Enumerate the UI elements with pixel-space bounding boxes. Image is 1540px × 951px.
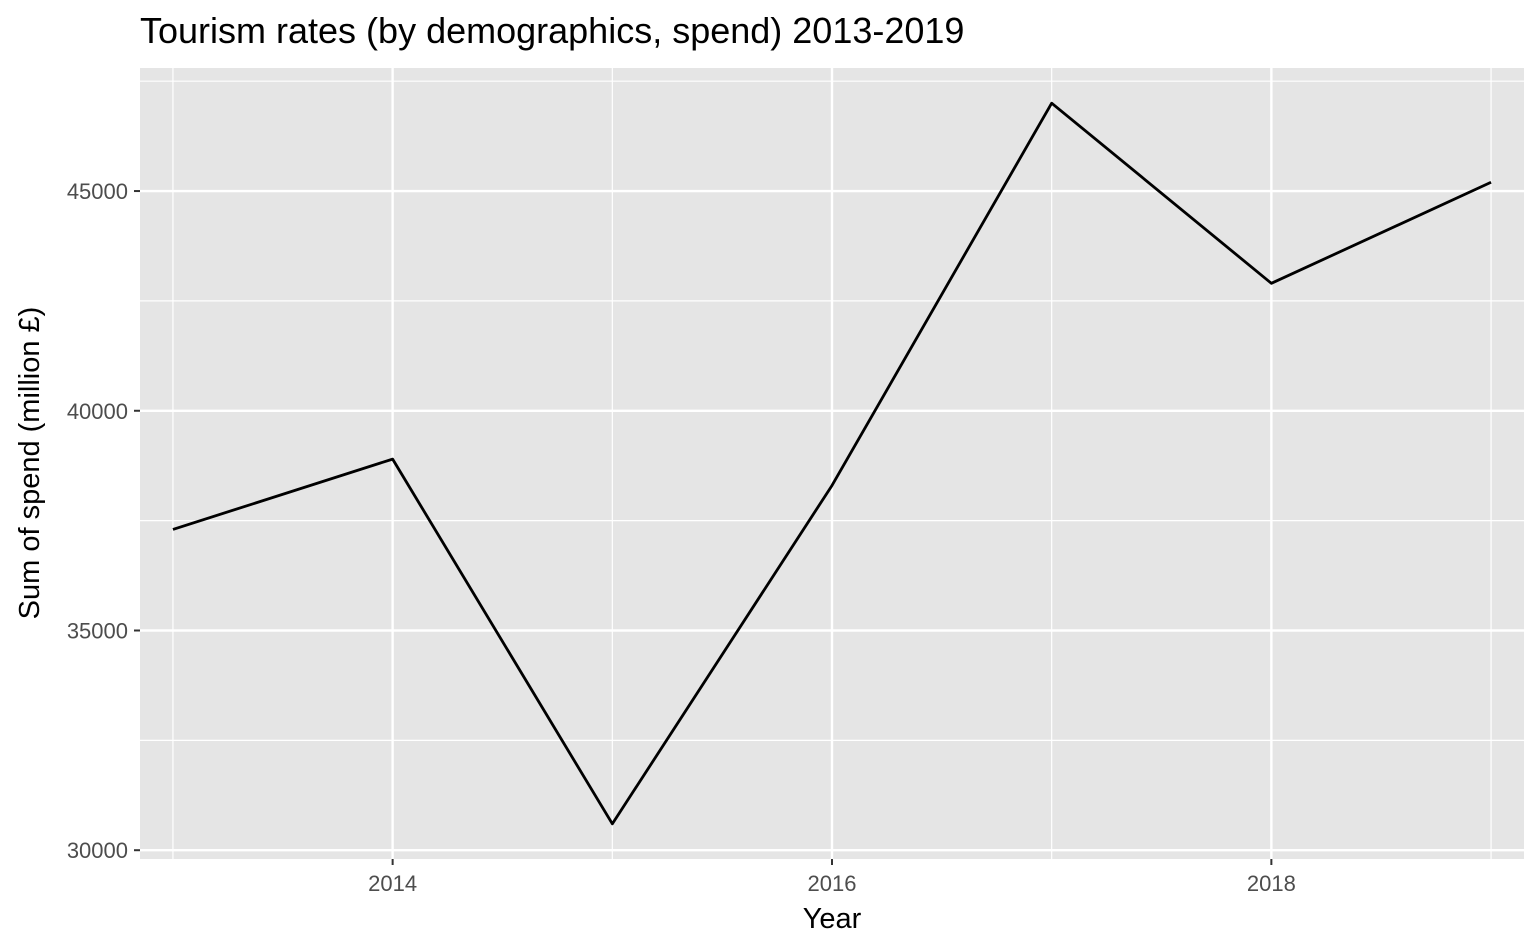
y-tick-label: 40000 bbox=[67, 399, 128, 424]
y-tick-label: 30000 bbox=[67, 838, 128, 863]
x-axis: 2014 2016 2018 bbox=[368, 859, 1296, 896]
y-tick-label: 45000 bbox=[67, 179, 128, 204]
y-axis: 30000 35000 40000 45000 bbox=[67, 179, 140, 863]
series-line bbox=[172, 101, 1492, 826]
chart-title: Tourism rates (by demographics, spend) 2… bbox=[140, 10, 964, 51]
y-axis-title: Sum of spend (million £) bbox=[14, 307, 46, 620]
grid-major bbox=[140, 68, 1524, 859]
y-tick-label: 35000 bbox=[67, 618, 128, 643]
x-axis-title: Year bbox=[803, 903, 862, 935]
x-tick-label: 2014 bbox=[368, 871, 417, 896]
series-layer bbox=[172, 101, 1492, 826]
x-tick-label: 2016 bbox=[808, 871, 857, 896]
x-tick-label: 2018 bbox=[1247, 871, 1296, 896]
